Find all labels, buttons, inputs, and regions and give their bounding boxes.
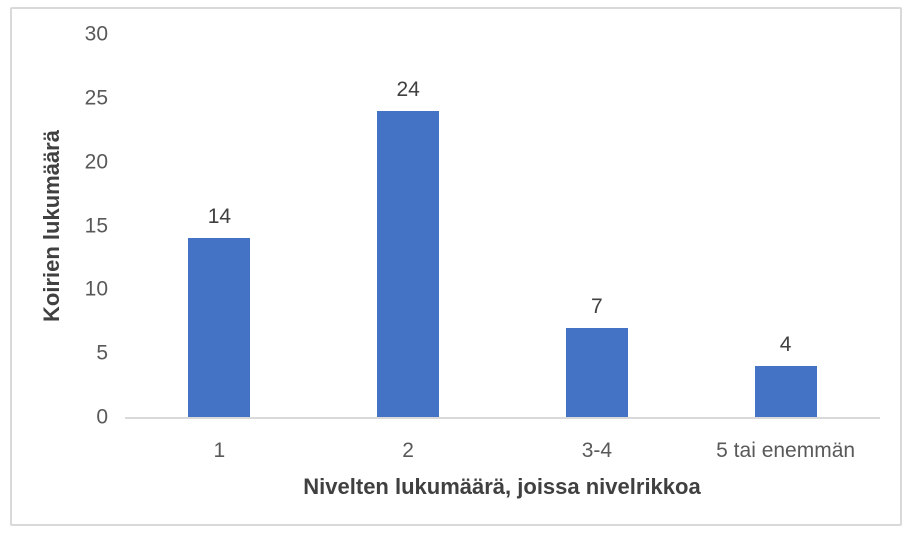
y-tick-label: 20 bbox=[84, 150, 108, 174]
bar-value-label: 7 bbox=[591, 294, 603, 318]
x-tick-label: 3-4 bbox=[581, 439, 613, 462]
y-tick-label: 10 bbox=[84, 277, 108, 301]
plot-area bbox=[125, 34, 880, 419]
bar bbox=[565, 327, 628, 417]
bar-value-label: 24 bbox=[396, 77, 420, 101]
bar-value-label: 14 bbox=[207, 205, 232, 229]
bar bbox=[754, 365, 817, 417]
y-tick-label: 15 bbox=[84, 214, 108, 237]
bar-value-label: 4 bbox=[779, 332, 792, 356]
x-tick-label: 1 bbox=[213, 439, 226, 462]
y-tick-label: 30 bbox=[84, 22, 108, 46]
bar bbox=[377, 110, 440, 417]
x-tick-label: 2 bbox=[402, 439, 414, 462]
y-tick-label: 5 bbox=[96, 341, 108, 365]
chart-border-frame bbox=[10, 7, 902, 526]
y-tick-label: 25 bbox=[84, 86, 108, 110]
bar bbox=[188, 238, 251, 417]
x-tick-label: 5 tai enemmän bbox=[716, 439, 856, 462]
x-axis-title: Nivelten lukumäärä, joissa nivelrikkoa bbox=[303, 474, 701, 499]
y-tick-label: 0 bbox=[96, 405, 108, 429]
